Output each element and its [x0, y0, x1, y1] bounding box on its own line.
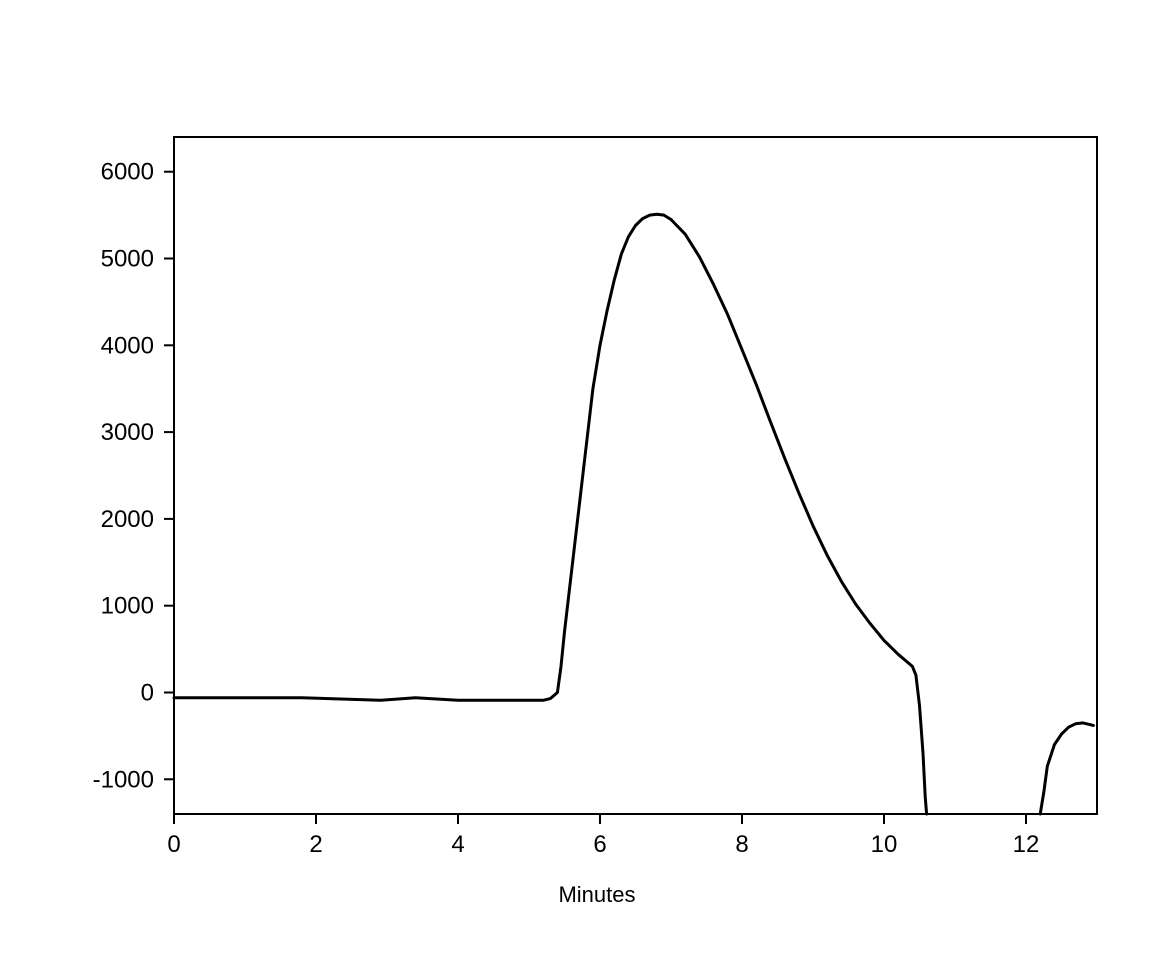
x-axis: 0 2 4 6 8 10 12 — [167, 814, 1039, 858]
y-axis: -1000 0 1000 2000 3000 4000 5000 6000 — [93, 159, 174, 793]
x-axis-title: Minutes — [558, 882, 635, 907]
x-tick-label: 8 — [735, 831, 748, 858]
x-tick-label: 2 — [309, 831, 322, 858]
y-tick-label: 6000 — [101, 159, 154, 186]
y-tick-label: -1000 — [93, 766, 154, 793]
plot-frame — [173, 136, 1098, 815]
x-tick-label: 4 — [451, 831, 464, 858]
y-tick-label: 3000 — [101, 419, 154, 446]
x-tick-label: 0 — [167, 831, 180, 858]
trace-group — [172, 212, 1095, 816]
y-tick-label: 5000 — [101, 246, 154, 273]
trace-line — [1038, 721, 1095, 816]
y-tick-label: 0 — [141, 679, 154, 706]
x-tick-label: 12 — [1013, 831, 1040, 858]
trace-line — [172, 212, 929, 816]
y-tick-label: 4000 — [101, 332, 154, 359]
x-tick-label: 6 — [593, 831, 606, 858]
y-tick-label: 1000 — [101, 593, 154, 620]
x-tick-label: 10 — [871, 831, 898, 858]
y-tick-label: 2000 — [101, 506, 154, 533]
